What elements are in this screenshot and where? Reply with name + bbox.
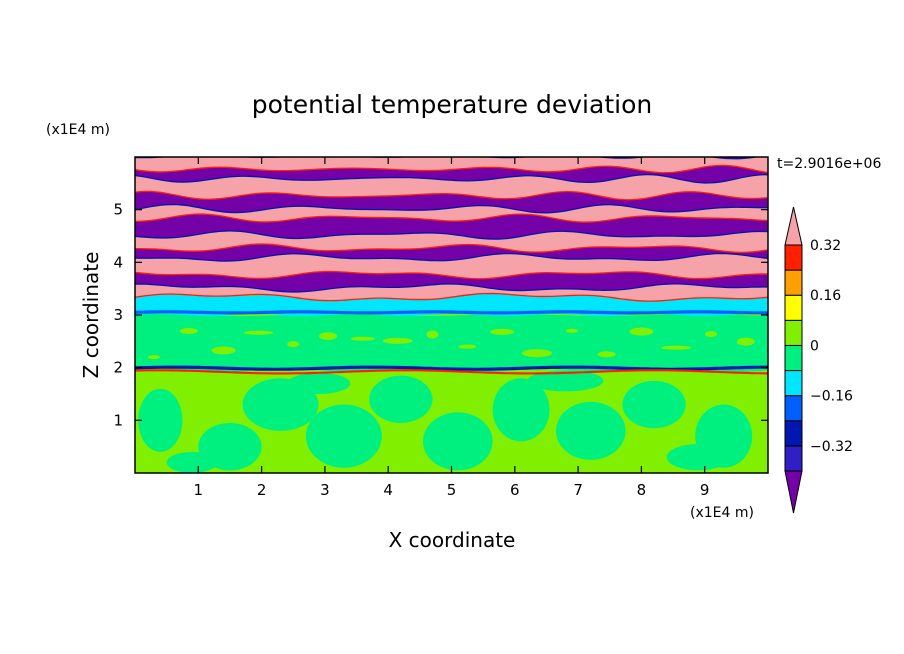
field-blob xyxy=(555,401,626,460)
field-band xyxy=(135,203,768,222)
field-speckle xyxy=(382,337,413,344)
field-blob xyxy=(423,412,493,471)
field-band-rim xyxy=(135,157,761,160)
field-speckle xyxy=(319,332,338,341)
field-band xyxy=(135,190,768,213)
field-speckle xyxy=(490,328,515,335)
y-tick-label: 5 xyxy=(113,201,123,219)
field-speckle xyxy=(287,341,300,348)
colorbar-swatch xyxy=(784,370,803,397)
colorbar-label: −0.32 xyxy=(810,439,853,455)
y-tick-label: 2 xyxy=(113,359,123,377)
field-band xyxy=(135,157,768,173)
colorbar-extend-low xyxy=(784,470,803,514)
field-speckle xyxy=(661,345,692,350)
x-tick-label: 9 xyxy=(700,481,710,499)
y-tick-label: 3 xyxy=(113,306,123,324)
colorbar: 0.32 0.16 0 −0.16 −0.32 xyxy=(784,206,853,514)
field-speckle xyxy=(243,330,274,335)
field-blob xyxy=(527,370,604,392)
chart-title: potential temperature deviation xyxy=(252,90,652,119)
field-layer-middle xyxy=(135,313,768,372)
contour-field xyxy=(135,157,768,473)
field-speckle xyxy=(179,328,198,335)
x-tick-label: 3 xyxy=(320,481,330,499)
field-filament-red xyxy=(135,369,768,375)
field-blob xyxy=(138,388,183,452)
colorbar-swatch xyxy=(784,294,803,321)
field-filament-blue xyxy=(135,365,768,371)
field-blob xyxy=(166,451,218,473)
field-speckle xyxy=(147,355,160,360)
field-speckle xyxy=(597,351,616,358)
x-unit-label: (x1E4 m) xyxy=(690,505,754,521)
field-blob xyxy=(369,375,433,423)
colorbar-swatch xyxy=(784,269,803,296)
colorbar-label: 0.32 xyxy=(810,238,841,254)
colorbar-swatch xyxy=(784,445,803,472)
field-band xyxy=(135,164,768,183)
field-band xyxy=(135,283,768,301)
colorbar-label: −0.16 xyxy=(810,389,853,405)
colorbar-label: 0.16 xyxy=(810,288,841,304)
x-axis-label: X coordinate xyxy=(389,528,516,552)
x-tick-label: 6 xyxy=(510,481,520,499)
field-band xyxy=(140,157,752,158)
y-axis-label: Z coordinate xyxy=(79,252,103,379)
field-speckle xyxy=(565,328,578,333)
y-tick-label: 1 xyxy=(113,411,123,429)
field-speckle xyxy=(736,337,755,346)
field-band xyxy=(135,270,768,292)
colorbar-label: 0 xyxy=(810,338,819,354)
time-label: t=2.9016e+06 xyxy=(777,156,881,172)
x-tick-label: 4 xyxy=(383,481,393,499)
field-blob xyxy=(666,444,731,471)
y-axis-ticks: 1 2 3 4 5 xyxy=(113,201,768,429)
field-speckle xyxy=(705,330,718,337)
field-speckle xyxy=(458,344,477,349)
x-tick-label: 2 xyxy=(257,481,267,499)
field-blob xyxy=(305,404,382,468)
field-speckle xyxy=(211,346,236,355)
field-speckle xyxy=(350,336,375,341)
colorbar-swatch xyxy=(784,420,803,447)
field-layer-blue-line xyxy=(135,310,768,315)
x-tick-label: 5 xyxy=(447,481,457,499)
x-axis-ticks: 1 2 3 4 5 6 7 8 9 xyxy=(194,157,710,499)
colorbar-swatch xyxy=(784,319,803,346)
field-blob xyxy=(622,380,686,429)
colorbar-swatch xyxy=(784,344,803,372)
y-unit-label: (x1E4 m) xyxy=(46,122,110,138)
field-blob xyxy=(492,378,550,442)
field-speckle xyxy=(521,349,552,358)
field-speckle xyxy=(426,330,439,339)
y-tick-label: 4 xyxy=(113,253,123,271)
field-blob xyxy=(286,372,351,394)
colorbar-swatch xyxy=(784,395,803,422)
x-tick-label: 8 xyxy=(637,481,647,499)
colorbar-swatch xyxy=(784,244,803,271)
colorbar-extend-high xyxy=(784,206,803,246)
x-tick-label: 1 xyxy=(194,481,204,499)
x-tick-label: 7 xyxy=(573,481,583,499)
field-speckle xyxy=(629,327,654,336)
